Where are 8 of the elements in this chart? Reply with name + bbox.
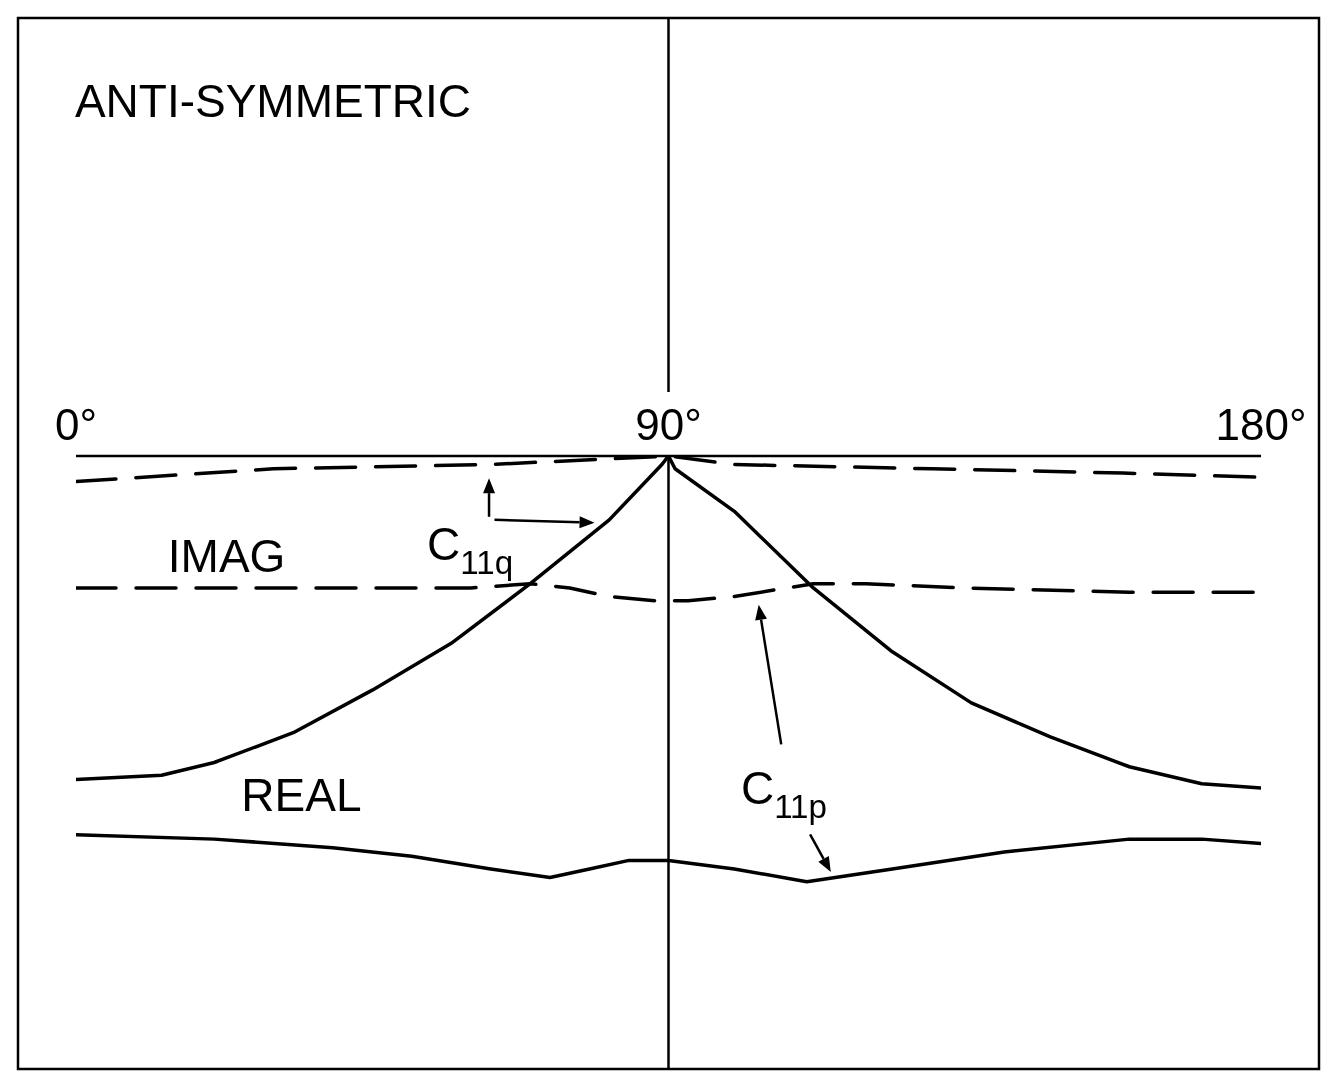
chart-title: ANTI-SYMMETRIC: [74, 74, 471, 127]
annotation: C$_{11q}$: [427, 518, 514, 582]
x-tick-label: 90°: [635, 400, 702, 449]
annotation: REAL: [241, 768, 362, 821]
x-tick-label: 180°: [1215, 400, 1307, 449]
x-tick-label: 0°: [54, 400, 98, 449]
annotation: C$_{11p}$: [740, 761, 827, 825]
annotation: IMAG: [167, 530, 286, 583]
